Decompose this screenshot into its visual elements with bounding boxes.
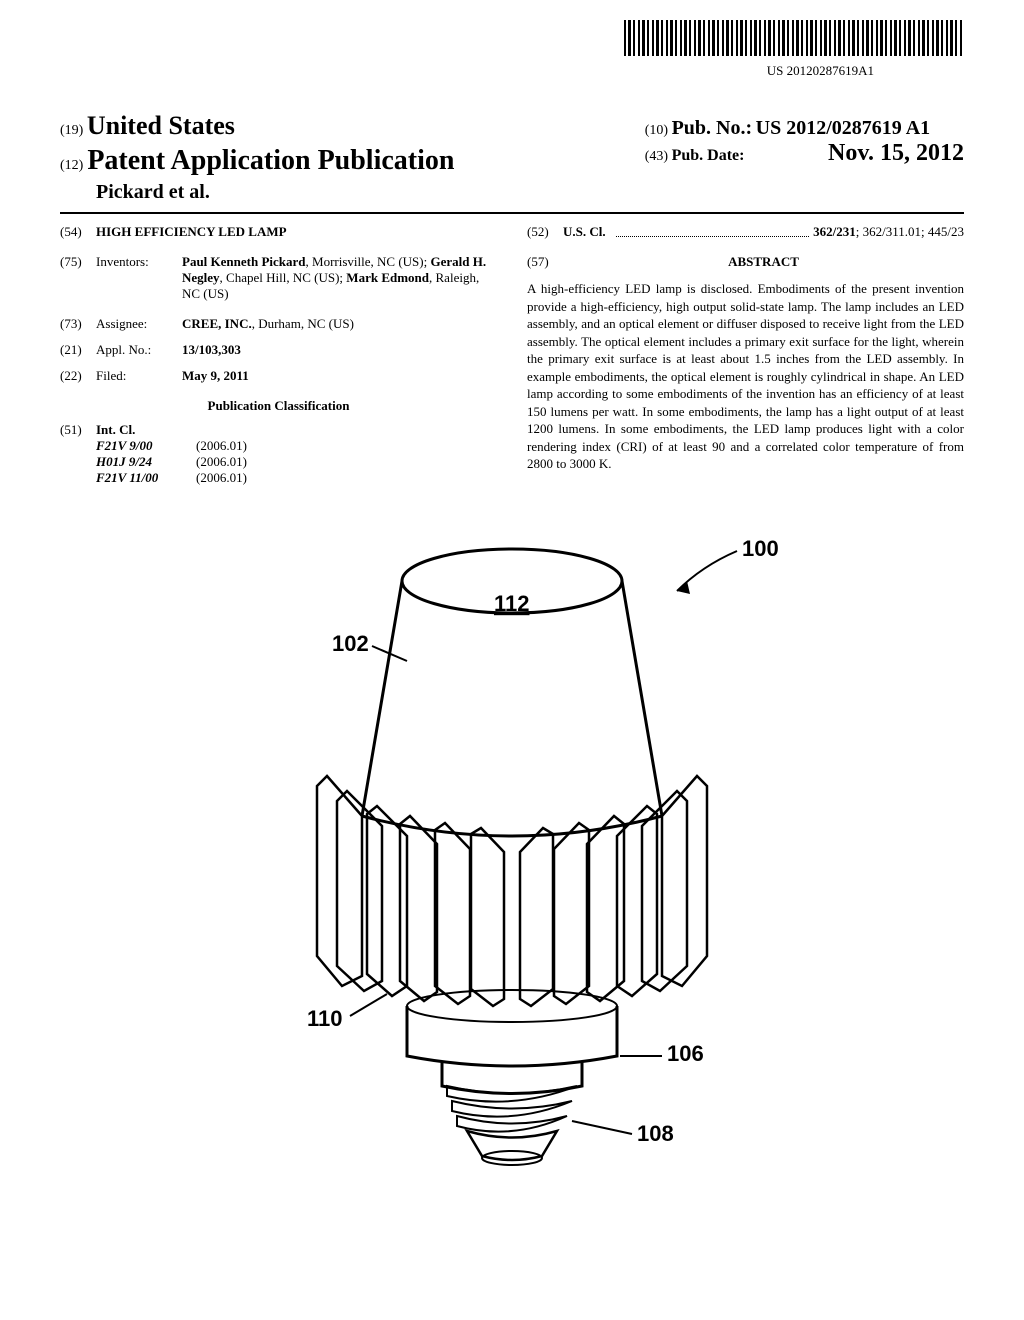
- right-column: (52) U.S. Cl. 362/231; 362/311.01; 445/2…: [527, 224, 964, 486]
- assignee-name: CREE, INC.: [182, 316, 252, 331]
- uscl-label: U.S. Cl.: [563, 224, 606, 240]
- abstract-header: ABSTRACT: [728, 254, 799, 269]
- assignee-value: CREE, INC., Durham, NC (US): [182, 316, 497, 332]
- uscl-value: 362/231; 362/311.01; 445/23: [813, 224, 964, 240]
- intcl-item-year: (2006.01): [196, 438, 247, 454]
- intcl-item-code: F21V 11/00: [96, 470, 196, 486]
- pub-date-line: (43) Pub. Date: Nov. 15, 2012: [645, 140, 964, 167]
- authors-line: Pickard et al.: [96, 181, 454, 204]
- intcl-item-year: (2006.01): [196, 470, 247, 486]
- abstract-code-row: (57) ABSTRACT: [527, 254, 964, 270]
- inventors-label: Inventors:: [96, 254, 182, 302]
- inventors-code: (75): [60, 254, 96, 302]
- inventor-loc: , Chapel Hill, NC (US);: [220, 270, 347, 285]
- figure-section: 100 112 102 110 106 108: [60, 516, 964, 1221]
- left-column: (54) HIGH EFFICIENCY LED LAMP (75) Inven…: [60, 224, 497, 486]
- barcode-text: US 20120287619A1: [60, 63, 874, 79]
- ref-108-label: 108: [637, 1121, 674, 1146]
- pub-type: Patent Application Publication: [87, 145, 454, 176]
- pub-num-code: (10): [645, 123, 668, 138]
- pub-type-line: (12) Patent Application Publication: [60, 145, 454, 177]
- barcode-section: US 20120287619A1: [60, 20, 964, 79]
- title-value: HIGH EFFICIENCY LED LAMP: [96, 224, 497, 240]
- pub-num-label: Pub. No.:: [672, 117, 753, 139]
- pub-date-code: (43): [645, 149, 668, 164]
- applno-row: (21) Appl. No.: 13/103,303: [60, 342, 497, 358]
- intcl-item-code: H01J 9/24: [96, 454, 196, 470]
- classification-header: Publication Classification: [60, 398, 497, 414]
- inventors-value: Paul Kenneth Pickard, Morrisville, NC (U…: [182, 254, 497, 302]
- ref-100-label: 100: [742, 536, 779, 561]
- main-content: (54) HIGH EFFICIENCY LED LAMP (75) Inven…: [60, 224, 964, 486]
- ref-110-label: 110: [307, 1006, 343, 1031]
- assignee-code: (73): [60, 316, 96, 332]
- intcl-item-year: (2006.01): [196, 454, 247, 470]
- filed-row: (22) Filed: May 9, 2011: [60, 368, 497, 384]
- title-row: (54) HIGH EFFICIENCY LED LAMP: [60, 224, 497, 240]
- intcl-item-code: F21V 9/00: [96, 438, 196, 454]
- pub-type-code: (12): [60, 158, 83, 173]
- applno-code: (21): [60, 342, 96, 358]
- country-line: (19) United States: [60, 111, 454, 141]
- uscl-dots: [616, 224, 810, 237]
- patent-barcode: [624, 20, 964, 56]
- abstract-text: A high-efficiency LED lamp is disclosed.…: [527, 280, 964, 473]
- uscl-primary: 362/231: [813, 224, 856, 239]
- filed-value: May 9, 2011: [182, 368, 497, 384]
- intcl-label: Int. Cl.: [96, 422, 135, 438]
- country-code: (19): [60, 123, 83, 138]
- intcl-item: F21V 11/00(2006.01): [96, 470, 497, 486]
- intcl-item: H01J 9/24(2006.01): [96, 454, 497, 470]
- assignee-row: (73) Assignee: CREE, INC., Durham, NC (U…: [60, 316, 497, 332]
- assignee-label: Assignee:: [96, 316, 182, 332]
- filed-label: Filed:: [96, 368, 182, 384]
- title-code: (54): [60, 224, 96, 240]
- inventors-row: (75) Inventors: Paul Kenneth Pickard, Mo…: [60, 254, 497, 302]
- filed-code: (22): [60, 368, 96, 384]
- abstract-code: (57): [527, 254, 563, 270]
- assignee-loc: , Durham, NC (US): [252, 316, 354, 331]
- pub-date-label: Pub. Date:: [672, 147, 745, 164]
- country-name: United States: [87, 111, 235, 140]
- ref-106-label: 106: [667, 1041, 704, 1066]
- authors: Pickard et al.: [96, 181, 210, 203]
- intcl-code: (51): [60, 422, 96, 438]
- uscl-code: (52): [527, 224, 563, 240]
- inventor-name: Mark Edmond: [346, 270, 429, 285]
- intcl-items: F21V 9/00(2006.01)H01J 9/24(2006.01)F21V…: [60, 438, 497, 486]
- intcl-item: F21V 9/00(2006.01): [96, 438, 497, 454]
- ref-102-label: 102: [332, 631, 369, 656]
- applno-label: Appl. No.:: [96, 342, 182, 358]
- header-section: (19) United States (12) Patent Applicati…: [60, 83, 964, 214]
- pub-num-value: US 2012/0287619 A1: [756, 117, 930, 139]
- ref-112-label: 112: [494, 591, 530, 616]
- uscl-row: (52) U.S. Cl. 362/231; 362/311.01; 445/2…: [527, 224, 964, 240]
- lamp-figure: 100 112 102 110 106 108: [232, 516, 792, 1216]
- applno-value: 13/103,303: [182, 342, 497, 358]
- uscl-rest: ; 362/311.01; 445/23: [856, 224, 964, 239]
- inventor-loc: , Morrisville, NC (US);: [306, 254, 431, 269]
- inventor-name: Paul Kenneth Pickard: [182, 254, 306, 269]
- pub-date-value: Nov. 15, 2012: [828, 140, 964, 166]
- pub-num-line: (10) Pub. No.: US 2012/0287619 A1: [645, 117, 964, 140]
- intcl-row: (51) Int. Cl.: [60, 422, 497, 438]
